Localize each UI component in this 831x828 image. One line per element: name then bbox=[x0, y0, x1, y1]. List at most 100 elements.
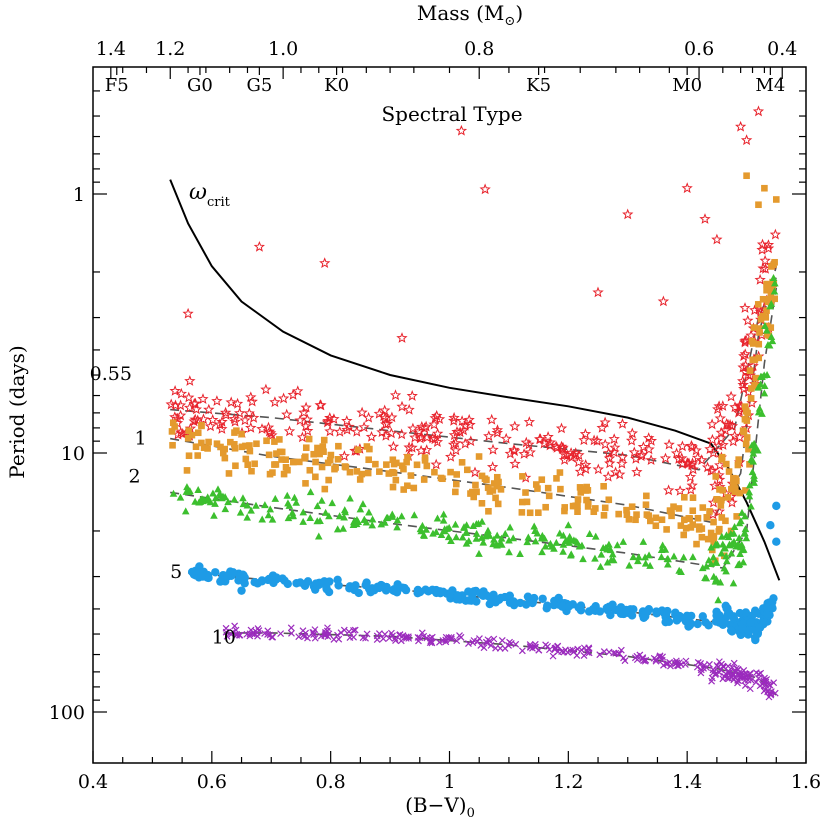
series-5-point bbox=[250, 578, 259, 587]
series-10-point bbox=[501, 645, 509, 652]
series-0.55-point bbox=[769, 228, 781, 240]
series-1-outlier bbox=[772, 196, 780, 203]
series-2-point bbox=[713, 540, 722, 548]
series-0.55-point bbox=[592, 463, 605, 475]
series-1-point bbox=[763, 280, 770, 288]
series-0.55-point bbox=[175, 387, 188, 399]
y-axis-title: Period (days) bbox=[5, 345, 29, 478]
series-0.55-point bbox=[300, 420, 312, 432]
series-2-point bbox=[723, 557, 731, 565]
series-5-point bbox=[438, 587, 448, 597]
series-0.55-point bbox=[338, 450, 350, 461]
series-0.55-point bbox=[674, 485, 686, 496]
series-10-point bbox=[447, 633, 455, 641]
series-2-point bbox=[264, 511, 273, 519]
series-5-point bbox=[698, 612, 707, 621]
series-2-point bbox=[565, 538, 573, 546]
series-10-point bbox=[277, 630, 285, 638]
series-2-point bbox=[730, 523, 739, 531]
series-0.55-point bbox=[719, 424, 732, 436]
series-1-point bbox=[490, 480, 498, 487]
series-1-point bbox=[742, 487, 749, 494]
series-10-point bbox=[697, 660, 705, 667]
series-1-point bbox=[771, 258, 778, 266]
series-0.55-point bbox=[556, 443, 568, 454]
series-1-point bbox=[557, 485, 564, 493]
spectral-type-label: K5 bbox=[526, 75, 551, 96]
x-tick-label: 0.8 bbox=[316, 771, 346, 793]
series-10-points bbox=[222, 622, 779, 701]
series-0.55-point bbox=[334, 426, 346, 437]
series-0.55-point bbox=[431, 436, 444, 447]
series-0.55-point bbox=[169, 385, 181, 396]
series-1-point bbox=[710, 539, 717, 546]
series-2-point bbox=[735, 519, 744, 527]
series-0.55-point bbox=[756, 238, 769, 250]
series-1-point bbox=[716, 486, 723, 493]
series-0.55-point bbox=[645, 454, 657, 465]
series-0.55-point bbox=[459, 437, 471, 449]
series-0.55-point bbox=[722, 419, 734, 430]
series-1-point bbox=[681, 493, 688, 501]
series-1-point bbox=[743, 417, 751, 424]
series-0.55-point bbox=[418, 422, 431, 434]
series-10-point bbox=[498, 637, 506, 644]
series-2-point bbox=[209, 489, 217, 497]
series-10-point bbox=[752, 678, 760, 686]
x-tick-label: 1.4 bbox=[672, 771, 702, 793]
series-2-point bbox=[740, 529, 749, 537]
series-1-point bbox=[470, 493, 478, 501]
series-10-point bbox=[518, 647, 526, 655]
series-5-point bbox=[203, 573, 212, 582]
series-0.55-point bbox=[447, 414, 460, 426]
series-1-point bbox=[497, 486, 505, 493]
series-0.55-point bbox=[555, 422, 568, 434]
series-1-point bbox=[473, 488, 480, 496]
series-2-point bbox=[437, 530, 446, 538]
series-1-point bbox=[689, 494, 697, 501]
mass-tick-label: 0.4 bbox=[767, 38, 797, 60]
series-0.55-point bbox=[715, 426, 727, 438]
series-2-point bbox=[422, 525, 431, 533]
series-10-point bbox=[311, 634, 319, 642]
series-2-point bbox=[261, 501, 269, 509]
series-1-point bbox=[590, 508, 598, 516]
series-1-point bbox=[647, 517, 654, 525]
series-1-point bbox=[265, 451, 273, 459]
series-1-point bbox=[420, 476, 428, 483]
series-0.55-point bbox=[386, 411, 398, 423]
series-1-point bbox=[183, 467, 191, 474]
series-10-point bbox=[551, 644, 559, 652]
series-10-point bbox=[760, 687, 768, 695]
series-1-point bbox=[278, 448, 286, 456]
series-1-point bbox=[522, 489, 529, 496]
series-1-point bbox=[728, 485, 735, 493]
series-5-outlier bbox=[766, 520, 775, 530]
series-1-point bbox=[325, 476, 332, 484]
series-0.55-point bbox=[738, 350, 750, 361]
series-2-point bbox=[317, 496, 326, 504]
series-0.55-point bbox=[754, 273, 766, 285]
series-5-point bbox=[685, 620, 695, 630]
series-1-point bbox=[632, 516, 639, 524]
series-2-point bbox=[712, 558, 720, 566]
series-1-point bbox=[710, 518, 717, 526]
series-0.55-point bbox=[451, 425, 463, 437]
series-2-point bbox=[211, 494, 220, 502]
series-10-point bbox=[531, 640, 539, 648]
series-0.55-point bbox=[296, 431, 308, 443]
series-1-point bbox=[583, 496, 590, 504]
series-1-point bbox=[534, 485, 541, 492]
x-tick-label: 1.6 bbox=[791, 771, 821, 793]
series-1-point bbox=[204, 445, 211, 452]
series-0.55-outlier bbox=[622, 208, 634, 220]
series-10-point bbox=[741, 682, 749, 689]
series-2-point bbox=[447, 536, 455, 544]
series-label-0.55: 0.55 bbox=[90, 363, 132, 385]
series-1-point bbox=[447, 468, 454, 476]
series-0.55-point bbox=[508, 443, 520, 455]
series-2-point bbox=[530, 522, 539, 530]
series-0.55-point bbox=[588, 434, 600, 446]
series-1-point bbox=[746, 367, 754, 374]
series-0.55-point bbox=[544, 436, 557, 448]
